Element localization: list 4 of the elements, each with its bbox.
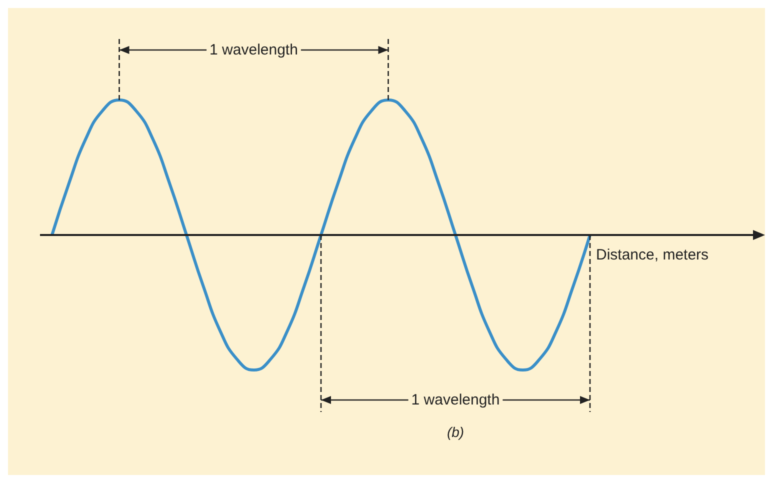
x-axis-title: Distance, meters (596, 246, 709, 264)
text: (b) (446, 424, 464, 440)
text: 1 wavelength (411, 392, 500, 408)
text: 1 wavelength (210, 42, 298, 58)
